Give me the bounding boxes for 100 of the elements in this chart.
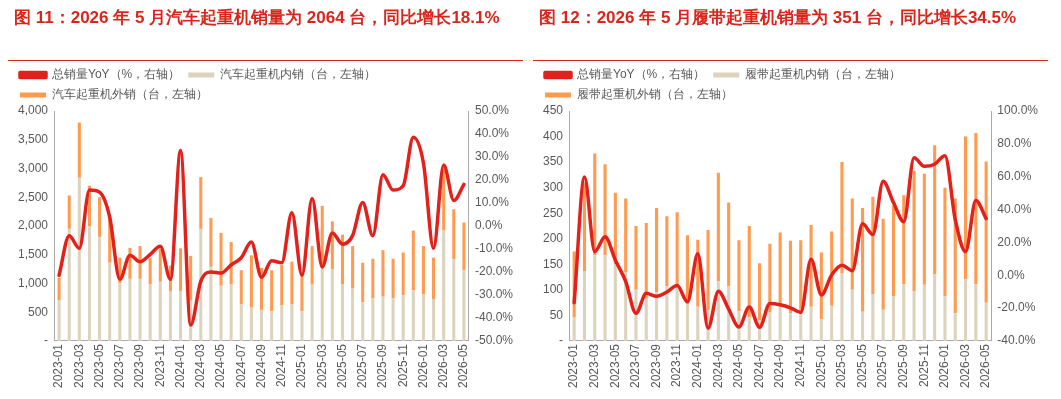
y-tick-label: 300 — [542, 179, 564, 194]
legend-label: 汽车起重机外销（台，左轴） — [52, 87, 208, 102]
x-tick-label: 2025-03 — [314, 343, 329, 389]
x-tick-label: 2023-09 — [648, 343, 663, 389]
chart-title: 图 11：2026 年 5 月汽车起重机销量为 2064 台，同比增长18.1% — [8, 4, 523, 61]
bar — [179, 290, 183, 341]
y-tick-label: 2,000 — [18, 218, 49, 233]
bar — [624, 198, 628, 272]
x-tick-label: 2024-01 — [172, 343, 187, 389]
bar — [634, 225, 638, 290]
bar — [891, 296, 895, 341]
y-tick-label: 400 — [542, 128, 564, 143]
x-tick-label: 2023-03 — [587, 343, 602, 389]
bar — [442, 168, 446, 231]
bar — [401, 252, 405, 295]
bar — [421, 246, 425, 295]
bar — [974, 284, 978, 341]
bar — [340, 284, 344, 341]
bar — [199, 177, 203, 229]
x-tick-label: 2026-03 — [957, 343, 972, 389]
bar — [696, 306, 700, 341]
bar — [371, 298, 375, 341]
bar — [239, 270, 243, 305]
legend-label: 履带起重机内销（台，左轴） — [745, 67, 902, 82]
bar — [644, 222, 648, 299]
line-series — [572, 153, 988, 330]
bar — [179, 248, 183, 291]
x-tick-label: 2026-01 — [415, 343, 430, 389]
bar — [77, 122, 81, 178]
x-tick-label: 2026-05 — [978, 343, 993, 389]
bar — [98, 197, 102, 237]
x-tick-label: 2025-07 — [875, 343, 890, 389]
y-tick-label: 3,000 — [18, 160, 49, 175]
bar — [351, 246, 355, 289]
x-tick-label: 2023-05 — [607, 343, 622, 389]
bar — [108, 262, 112, 341]
x-tick-label: 2024-05 — [213, 343, 228, 389]
x-tick-label: 2023-11 — [669, 343, 684, 388]
bar — [850, 198, 854, 290]
bar — [421, 294, 425, 341]
y2-tick-label: 20.0% — [997, 234, 1032, 249]
x-tick-label: 2024-09 — [772, 343, 787, 389]
bar — [685, 302, 690, 341]
bar — [148, 258, 152, 285]
bar — [361, 262, 365, 303]
bar — [613, 264, 617, 341]
bar — [391, 258, 395, 299]
x-tick-label: 2025-11 — [395, 343, 410, 388]
y2-tick-label: 80.0% — [997, 136, 1032, 151]
y2-tick-label: 0.0% — [997, 267, 1025, 282]
bar — [219, 285, 223, 341]
bar — [912, 290, 916, 341]
legend-label: 汽车起重机内销（台，左轴） — [220, 67, 377, 82]
x-tick-label: 2025-01 — [294, 343, 309, 389]
y2-tick-label: 20.0% — [474, 172, 510, 187]
bar — [768, 312, 772, 341]
x-tick-label: 2023-05 — [91, 343, 106, 389]
bar — [249, 307, 253, 341]
bar — [249, 255, 253, 308]
bar — [871, 196, 875, 294]
y2-tick-label: 0.0% — [474, 218, 503, 233]
bar — [300, 273, 304, 312]
bar — [158, 248, 162, 282]
bar — [933, 274, 937, 341]
y2-tick-label: 40.0% — [997, 201, 1032, 216]
bar — [452, 259, 456, 341]
bar — [401, 294, 405, 341]
y2-tick-label: 60.0% — [997, 169, 1032, 184]
bar — [118, 283, 122, 341]
bar — [330, 269, 334, 341]
bar — [871, 293, 875, 341]
bar — [758, 263, 762, 321]
bar — [943, 296, 947, 341]
bar — [788, 240, 793, 314]
bar — [881, 218, 885, 310]
bar — [861, 208, 865, 312]
y2-tick-label: -40.0% — [997, 333, 1036, 348]
y-tick-label: 1,500 — [18, 247, 49, 262]
bar — [189, 255, 193, 301]
x-tick-label: 2024-03 — [193, 343, 208, 389]
bar — [840, 273, 844, 341]
bar — [168, 290, 172, 341]
bar — [320, 267, 324, 341]
y-tick-label: - — [559, 333, 564, 348]
x-tick-label: 2023-07 — [628, 343, 643, 389]
bar — [716, 281, 720, 341]
bar — [270, 311, 274, 341]
x-tick-label: 2024-05 — [731, 343, 746, 389]
y2-tick-label: 10.0% — [474, 195, 510, 210]
bar — [582, 182, 587, 271]
x-tick-label: 2024-07 — [751, 343, 766, 389]
bar — [582, 270, 587, 341]
bar — [442, 230, 446, 341]
bar — [984, 161, 988, 303]
bar — [891, 205, 895, 297]
bar — [98, 236, 102, 341]
bar — [819, 319, 823, 341]
y2-tick-label: -10.0% — [474, 241, 514, 256]
bar — [984, 302, 988, 341]
bar — [229, 284, 233, 341]
